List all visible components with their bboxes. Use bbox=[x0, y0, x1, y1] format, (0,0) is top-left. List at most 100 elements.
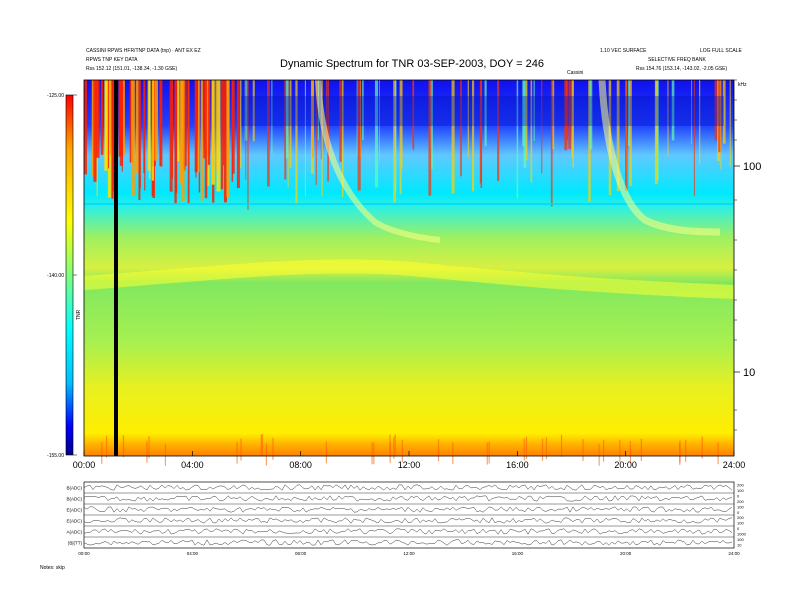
bottom-panel-label: B(ADC) bbox=[67, 497, 83, 502]
noise-spike bbox=[122, 435, 125, 458]
bottom-right-tick-label: 100 bbox=[737, 521, 744, 526]
noise-spike bbox=[523, 438, 525, 461]
x-tick-label: 04:00 bbox=[181, 460, 204, 470]
bottom-right-tick-label: 1000 bbox=[737, 532, 747, 537]
emission-streak bbox=[530, 80, 533, 183]
noise-spike bbox=[488, 441, 490, 464]
noise-spike bbox=[272, 437, 274, 460]
colorbar-tick-label: -125.00 bbox=[47, 93, 64, 99]
colorbar-ticks: -125.00 -140.00 -155.00 bbox=[47, 93, 77, 459]
bottom-panel-label: A(ADC) bbox=[67, 530, 83, 535]
noise-spike bbox=[619, 439, 621, 462]
noise-spike bbox=[371, 442, 373, 465]
emission-streak bbox=[467, 80, 469, 157]
emission-streak bbox=[654, 80, 659, 185]
emission-streak bbox=[252, 80, 255, 142]
noise-spike bbox=[164, 443, 167, 466]
burst-streak bbox=[131, 80, 135, 196]
emission-streak bbox=[304, 80, 306, 197]
burst-streak bbox=[119, 80, 123, 166]
emission-streak bbox=[310, 80, 315, 174]
bottom-panel-label: |B|(TT) bbox=[68, 541, 82, 546]
burst-streak bbox=[93, 80, 97, 182]
noise-spike bbox=[373, 442, 375, 465]
noise-spike bbox=[701, 436, 703, 459]
emission-streak bbox=[356, 80, 358, 158]
noise-spike bbox=[602, 439, 605, 462]
bottom-panel-label: E(ADC) bbox=[67, 508, 83, 513]
noise-spike bbox=[394, 434, 396, 457]
burst-streak bbox=[144, 80, 146, 191]
burst-streak bbox=[159, 80, 161, 166]
burst-streak bbox=[185, 80, 187, 167]
emission-streak bbox=[484, 80, 487, 147]
emission-streak bbox=[394, 80, 397, 194]
emission-streak bbox=[497, 80, 500, 182]
burst-streak bbox=[207, 80, 211, 165]
burst-streak bbox=[149, 80, 151, 180]
bottom-right-tick-label: 200 bbox=[737, 499, 744, 504]
emission-streak bbox=[321, 80, 323, 197]
bottom-x-tick-label: 08:00 bbox=[295, 551, 307, 556]
bottom-x-tick-label: 00:00 bbox=[78, 551, 90, 556]
burst-streak bbox=[110, 80, 112, 156]
header-left-line2: RPWS TNP KEY DATA bbox=[86, 57, 138, 63]
burst-streak bbox=[171, 80, 174, 179]
emission-streak bbox=[671, 80, 675, 141]
x-tick-label: 20:00 bbox=[614, 460, 637, 470]
bottom-panel-label: B(ADC) bbox=[67, 486, 83, 491]
header-left-line3: Rss 152.12 (151.01, -138.34, -1.30 GSE) bbox=[86, 66, 178, 72]
x-tick-label: 08:00 bbox=[289, 460, 312, 470]
emission-streak bbox=[525, 80, 528, 161]
noise-spike bbox=[679, 440, 681, 463]
noise-spike bbox=[265, 443, 267, 466]
noise-spike bbox=[236, 441, 238, 464]
emission-streak bbox=[289, 80, 292, 168]
noise-spike bbox=[545, 437, 548, 460]
bottom-right-tick-label: 0 bbox=[737, 510, 740, 515]
bottom-right-tick-label: 200 bbox=[737, 515, 744, 520]
burst-streak bbox=[84, 80, 88, 175]
emission-arc bbox=[598, 79, 721, 236]
header-left-line1: CASSINI RPWS HFR/TNP DATA (tnp) · ANT EX… bbox=[86, 48, 201, 54]
burst-streak bbox=[204, 80, 208, 199]
burst-streak bbox=[177, 80, 180, 162]
emission-streak bbox=[267, 80, 270, 187]
header-center-small: Cassini bbox=[567, 70, 584, 76]
burst-streak bbox=[104, 80, 108, 171]
burst-streak bbox=[236, 80, 240, 188]
emission-streak bbox=[564, 80, 568, 151]
noise-spike bbox=[486, 442, 488, 465]
emission-streak bbox=[516, 80, 519, 199]
emission-streak bbox=[693, 80, 695, 196]
noise-spike bbox=[582, 439, 584, 462]
emission-streak bbox=[374, 80, 379, 188]
emission-streak bbox=[245, 80, 247, 180]
noise-spike bbox=[393, 436, 395, 459]
emission-streak bbox=[616, 80, 620, 192]
noise-spike bbox=[452, 442, 454, 465]
bottom-panel-trace bbox=[83, 528, 733, 535]
emission-streak bbox=[341, 80, 344, 198]
emission-streak bbox=[428, 80, 432, 196]
noise-spike bbox=[240, 438, 242, 461]
emission-streak bbox=[624, 80, 628, 191]
noise-spike bbox=[541, 438, 544, 461]
burst-streak bbox=[107, 80, 111, 198]
noise-spike bbox=[560, 434, 563, 457]
emission-streak bbox=[429, 80, 433, 169]
burst-streak bbox=[211, 80, 215, 185]
noise-spike bbox=[325, 441, 328, 464]
noise-spike bbox=[401, 439, 403, 462]
burst-streak bbox=[179, 80, 183, 184]
bottom-x-tick-label: 16:00 bbox=[512, 551, 524, 556]
header-right-line3: SELECTIVE FREQ BANK bbox=[648, 57, 706, 63]
burst-streak bbox=[138, 80, 141, 201]
emission-streak bbox=[628, 80, 630, 146]
bottom-right-tick-label: 200 bbox=[737, 483, 744, 488]
burst-streak bbox=[220, 80, 224, 190]
emission-streak bbox=[326, 80, 328, 147]
colorbar-tick-label: -140.00 bbox=[47, 273, 64, 279]
noise-spike bbox=[389, 441, 391, 464]
burst-streak bbox=[195, 80, 197, 178]
